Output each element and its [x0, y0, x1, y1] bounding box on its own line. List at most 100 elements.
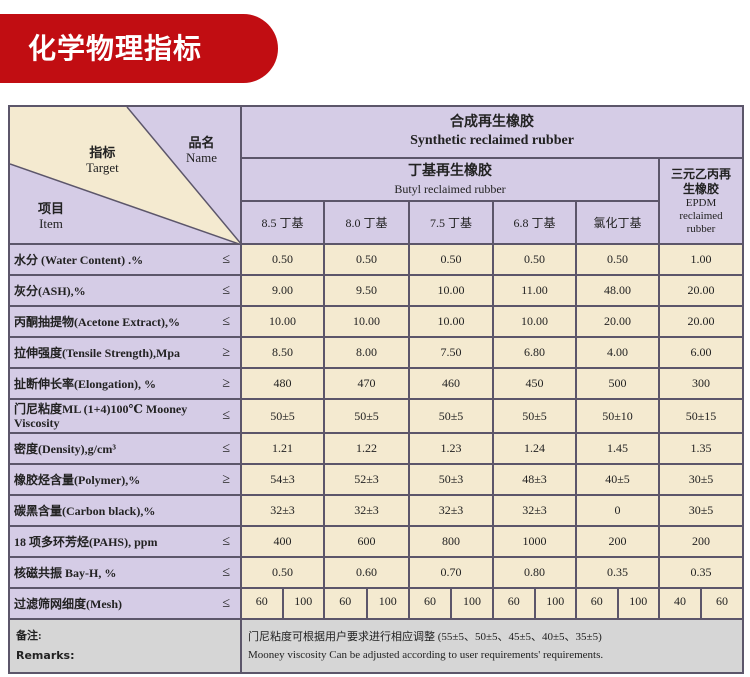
grade-header: 8.0 丁基 — [323, 200, 410, 245]
mesh-cell: 60 100 — [575, 587, 660, 620]
value-cell: 32±3 — [492, 494, 577, 527]
comparison-sign: ≤ — [222, 408, 230, 423]
remarks-text-en: Mooney viscosity Can be adjusted accordi… — [248, 649, 604, 661]
corner-header: 品名 Name 指标 Target 项目 Item — [8, 105, 242, 245]
mesh-value: 40 — [660, 589, 702, 618]
value-cell: 10.00 — [323, 305, 410, 338]
row-label: 核磁共振 Bay-H, % ≤ — [8, 556, 242, 589]
table-row: 拉伸强度(Tensile Strength),Mpa ≥8.50 8.00 7.50 6… — [8, 336, 744, 369]
synthetic-header: 合成再生橡胶 Synthetic reclaimed rubber — [240, 105, 744, 159]
table-row: 核磁共振 Bay-H, % ≤0.50 0.60 0.70 0.80 0.35 0.35 — [8, 556, 744, 589]
value-cell: 10.00 — [492, 305, 577, 338]
value-cell: 1.22 — [323, 432, 410, 465]
row-label-text: 18 项多环芳烃(PAHS), ppm — [14, 534, 158, 549]
row-label-text: 核磁共振 Bay-H, % — [14, 565, 117, 580]
value-cell: 300 — [658, 367, 744, 400]
row-label: 扯断伸长率(Elongation), % ≥ — [8, 367, 242, 400]
epdm-en: EPDM reclaimed rubber — [679, 196, 723, 235]
comparison-sign: ≤ — [222, 282, 230, 298]
mesh-value: 60 — [577, 589, 619, 618]
value-cell: 0.50 — [323, 243, 410, 276]
mesh-cell: 60 100 — [492, 587, 577, 620]
value-cell: 1.45 — [575, 432, 660, 465]
row-label: 拉伸强度(Tensile Strength),Mpa ≥ — [8, 336, 242, 369]
synthetic-en: Synthetic reclaimed rubber — [410, 133, 574, 148]
value-cell: 1.00 — [658, 243, 744, 276]
row-label-text: 碳黑含量(Carbon black),% — [14, 503, 156, 518]
row-label: 丙酮抽提物(Acetone Extract),% ≤ — [8, 305, 242, 338]
value-cell: 48±3 — [492, 463, 577, 496]
row-label: 水分 (Water Content) .% ≤ — [8, 243, 242, 276]
comparison-sign: ≤ — [222, 313, 230, 329]
value-cell: 30±5 — [658, 463, 744, 496]
value-cell: 52±3 — [323, 463, 410, 496]
value-cell: 10.00 — [408, 305, 494, 338]
row-label: 18 项多环芳烃(PAHS), ppm ≤ — [8, 525, 242, 558]
epdm-header: 三元乙丙再生橡胶 EPDM reclaimed rubber — [658, 157, 744, 245]
value-cell: 0.60 — [323, 556, 410, 589]
value-cell: 40±5 — [575, 463, 660, 496]
value-cell: 0.50 — [575, 243, 660, 276]
row-label-text: 橡胶烃含量(Polymer),% — [14, 472, 141, 487]
value-cell: 1000 — [492, 525, 577, 558]
epdm-cn: 三元乙丙再生橡胶 — [670, 166, 731, 196]
item-cn: 项目 — [38, 201, 65, 216]
section-title: 化学物理指标 — [0, 14, 278, 83]
value-cell: 450 — [492, 367, 577, 400]
mesh-value: 100 — [546, 594, 565, 608]
table-row: 密度(Density),g/cm³ ≤1.21 1.22 1.23 1.24 1.45 1.… — [8, 432, 744, 465]
mesh-value: 60 — [242, 589, 284, 618]
mesh-value: 60 — [494, 589, 536, 618]
row-label: 灰分(ASH),% ≤ — [8, 274, 242, 307]
value-cell: 50±3 — [408, 463, 494, 496]
row-label: 过滤筛网细度(Mesh) ≤ — [8, 587, 242, 620]
row-label: 门尼粘度ML (1+4)100℃ Mooney Viscosity ≤ — [8, 398, 242, 434]
target-cn: 指标 — [89, 145, 116, 160]
butyl-header: 丁基再生橡胶 Butyl reclaimed rubber — [240, 157, 660, 202]
row-label-text: 拉伸强度(Tensile Strength),Mpa — [14, 345, 181, 360]
value-cell: 20.00 — [658, 274, 744, 307]
value-cell: 50±15 — [658, 398, 744, 434]
mesh-row: 过滤筛网细度(Mesh) ≤60 100 60 100 60 100 60 100 60 100 40… — [8, 587, 744, 620]
value-cell: 200 — [575, 525, 660, 558]
value-cell: 6.80 — [492, 336, 577, 369]
comparison-sign: ≥ — [222, 471, 230, 487]
butyl-cn: 丁基再生橡胶 — [408, 163, 492, 179]
mesh-value: 100 — [629, 594, 648, 608]
grade-header: 8.5 丁基 — [240, 200, 325, 245]
grade-header: 氯化丁基 — [575, 200, 660, 245]
comparison-sign: ≥ — [222, 344, 230, 360]
value-cell: 1.23 — [408, 432, 494, 465]
value-cell: 470 — [323, 367, 410, 400]
comparison-sign: ≤ — [222, 440, 230, 456]
properties-table: 品名 Name 指标 Target 项目 Item 合成再生橡胶 Synthetic … — [8, 105, 744, 674]
comparison-sign: ≤ — [222, 533, 230, 549]
row-label-text: 过滤筛网细度(Mesh) — [14, 596, 122, 611]
target-en: Target — [86, 160, 119, 175]
remarks-label-en: Remarks: — [16, 649, 75, 662]
name-en: Name — [186, 150, 218, 165]
value-cell: 20.00 — [575, 305, 660, 338]
value-cell: 50±5 — [408, 398, 494, 434]
mesh-value: 60 — [325, 589, 368, 618]
value-cell: 800 — [408, 525, 494, 558]
butyl-en: Butyl reclaimed rubber — [394, 181, 506, 196]
table-row: 丙酮抽提物(Acetone Extract),% ≤10.00 10.00 10.00… — [8, 305, 744, 338]
value-cell: 32±3 — [323, 494, 410, 527]
item-en: Item — [39, 216, 63, 231]
row-label-text: 水分 (Water Content) .% — [14, 252, 144, 267]
comparison-sign: ≤ — [222, 595, 230, 611]
row-label-text: 密度(Density),g/cm³ — [14, 441, 116, 456]
value-cell: 0.35 — [575, 556, 660, 589]
value-cell: 50±5 — [492, 398, 577, 434]
remarks-text-cn: 门尼粘度可根据用户要求进行相应调整 (55±5、50±5、45±5、40±5、3… — [248, 631, 602, 643]
row-label-text: 扯断伸长率(Elongation), % — [14, 376, 157, 391]
value-cell: 500 — [575, 367, 660, 400]
value-cell: 0.80 — [492, 556, 577, 589]
mesh-cell: 40 60 — [658, 587, 744, 620]
mesh-value: 100 — [378, 594, 397, 608]
mesh-value: 100 — [463, 594, 481, 608]
table-row: 灰分(ASH),% ≤9.00 9.50 10.00 11.00 48.00 20.00 — [8, 274, 744, 307]
value-cell: 10.00 — [240, 305, 325, 338]
value-cell: 1.35 — [658, 432, 744, 465]
